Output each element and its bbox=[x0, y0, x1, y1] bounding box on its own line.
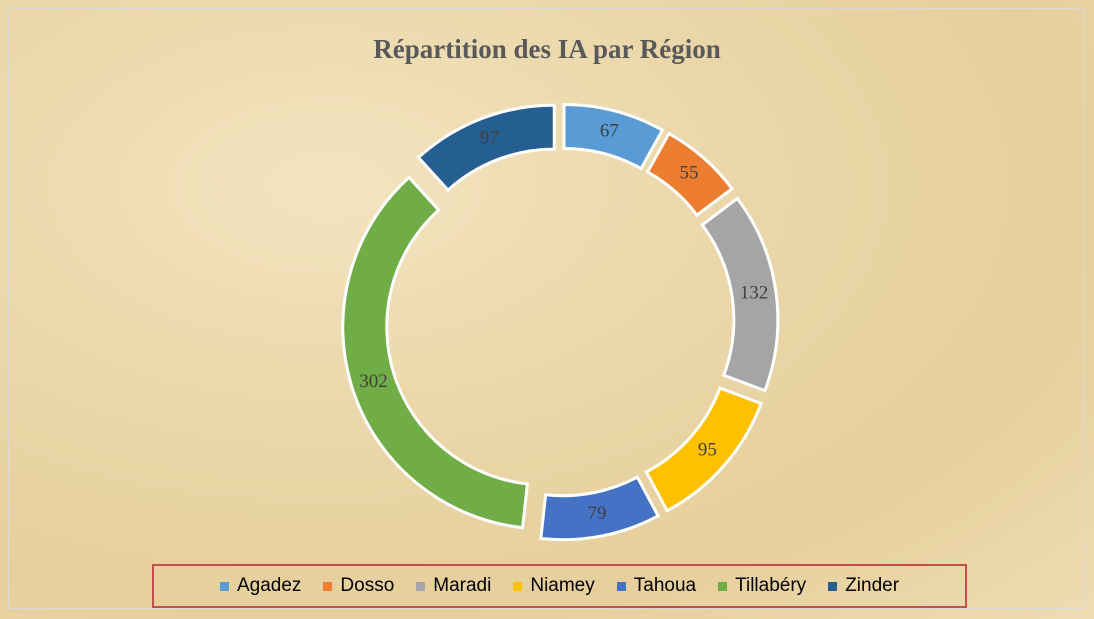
legend-item: Zinder bbox=[828, 575, 899, 597]
legend-item: Tahoua bbox=[616, 575, 697, 597]
data-label: 55 bbox=[679, 163, 698, 184]
legend-label: Agadez bbox=[236, 575, 302, 596]
doughnut-segment bbox=[416, 103, 556, 193]
data-label: 67 bbox=[600, 121, 619, 142]
legend-swatch bbox=[513, 581, 523, 591]
legend-item: Dosso bbox=[323, 575, 394, 597]
legend-item: Maradi bbox=[416, 575, 491, 597]
legend-label: Maradi bbox=[433, 575, 492, 596]
data-label: 95 bbox=[698, 440, 717, 461]
doughnut-segment bbox=[539, 475, 661, 542]
data-label: 132 bbox=[740, 283, 769, 304]
doughnut-segment bbox=[341, 175, 530, 530]
doughnut-segment bbox=[644, 386, 764, 513]
doughnut-segment bbox=[645, 131, 735, 218]
data-label: 302 bbox=[359, 371, 388, 392]
legend-item: Agadez bbox=[219, 575, 302, 597]
legend-item: Niamey bbox=[513, 575, 595, 597]
chart-frame bbox=[8, 8, 1084, 609]
legend-swatch bbox=[323, 581, 333, 591]
legend-item: Tillabéry bbox=[718, 575, 806, 597]
chart-title: Répartition des IA par Région bbox=[373, 34, 721, 64]
data-label: 97 bbox=[480, 128, 499, 149]
legend-swatch bbox=[219, 581, 229, 591]
doughnut-segment bbox=[562, 103, 665, 171]
legend-swatch bbox=[616, 581, 626, 591]
doughnut-segment bbox=[700, 196, 780, 393]
data-label: 79 bbox=[588, 503, 607, 524]
legend-label: Dosso bbox=[340, 575, 395, 596]
legend-label: Tahoua bbox=[633, 575, 697, 596]
legend-swatch bbox=[828, 581, 838, 591]
legend-swatch bbox=[416, 581, 426, 591]
legend-label: Niamey bbox=[530, 575, 595, 596]
legend-swatch bbox=[718, 581, 728, 591]
legend: Agadez Dosso Maradi Niamey Tahoua Tillabéry Zi… bbox=[152, 564, 967, 608]
legend-label: Zinder bbox=[845, 575, 900, 596]
legend-label: Tillabéry bbox=[735, 575, 807, 596]
